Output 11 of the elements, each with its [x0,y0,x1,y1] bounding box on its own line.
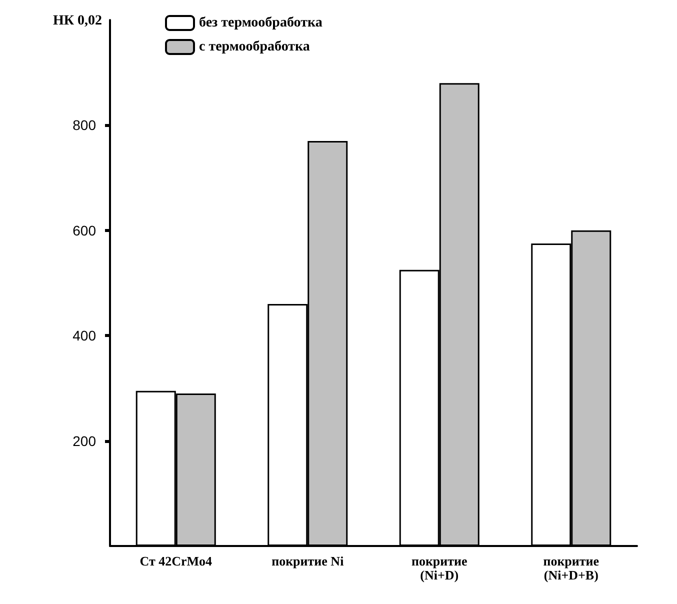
y-tick-label: 200 [72,432,96,449]
legend-label: без термообработка [199,16,322,30]
legend-label: с термообработка [199,40,310,54]
x-tick-label: покритие Ni [272,554,344,568]
y-axis-title: НК 0,02 [52,14,102,28]
x-tick-label: Ст 42CrMo4 [140,554,213,568]
y-tick-label: 600 [72,222,96,238]
y-tick-label: 400 [72,328,96,344]
y-tick-label: 800 [72,117,96,134]
x-tick-label: покритие (Ni+D) [411,554,468,582]
x-tick-label: покритие (Ni+D+B) [543,554,600,582]
